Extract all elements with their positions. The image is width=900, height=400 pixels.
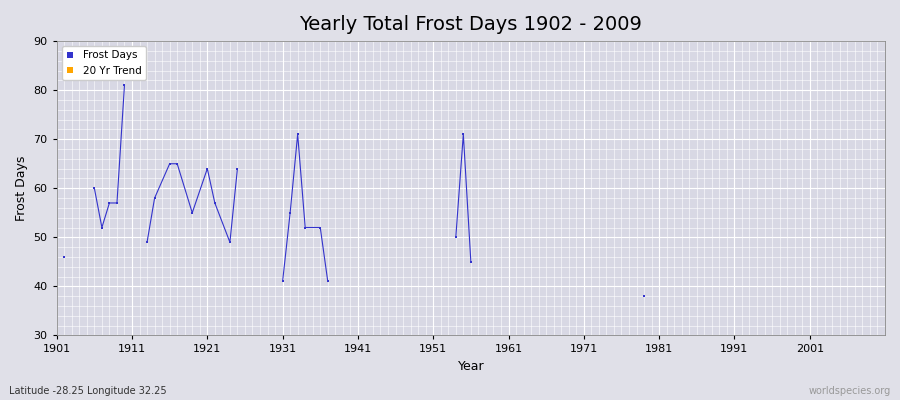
Title: Yearly Total Frost Days 1902 - 2009: Yearly Total Frost Days 1902 - 2009 xyxy=(300,15,643,34)
Text: worldspecies.org: worldspecies.org xyxy=(809,386,891,396)
X-axis label: Year: Year xyxy=(457,360,484,373)
Y-axis label: Frost Days: Frost Days xyxy=(15,156,28,221)
Text: Latitude -28.25 Longitude 32.25: Latitude -28.25 Longitude 32.25 xyxy=(9,386,166,396)
Legend: Frost Days, 20 Yr Trend: Frost Days, 20 Yr Trend xyxy=(62,46,146,80)
